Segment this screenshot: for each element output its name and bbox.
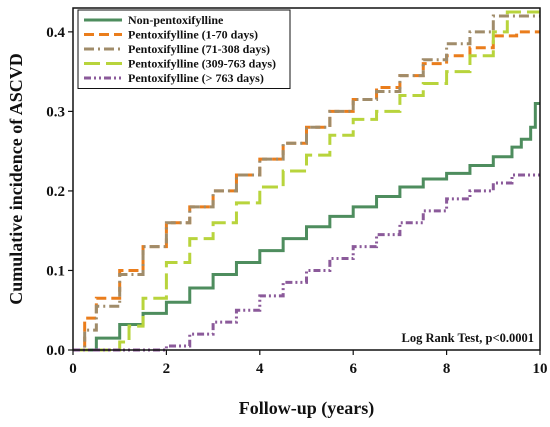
x-tick-label: 0 — [69, 361, 77, 377]
series-line — [73, 101, 540, 352]
x-tick-label: 2 — [163, 361, 171, 377]
y-tick-label: 0.4 — [46, 25, 65, 41]
x-axis-label: Follow-up (years) — [239, 398, 374, 419]
log-rank-annotation: Log Rank Test, p<0.0001 — [401, 331, 534, 345]
series-line — [73, 14, 540, 352]
series-line — [73, 10, 540, 352]
legend-entry-label: Pentoxifylline (> 763 days) — [128, 71, 264, 85]
x-tick-label: 10 — [533, 361, 548, 377]
x-tick-label: 4 — [256, 361, 264, 377]
legend-entry-label: Pentoxifylline (71-308 days) — [128, 42, 270, 56]
legend-entry-label: Pentoxifylline (1-70 days) — [128, 28, 258, 42]
plot-lines — [73, 10, 540, 352]
y-tick-label: 0.2 — [46, 184, 65, 200]
x-tick-label: 6 — [349, 361, 357, 377]
y-tick-label: 0.3 — [46, 104, 65, 120]
y-axis-label: Cumulative incidence of ASCVD — [6, 53, 26, 305]
x-tick-label: 8 — [443, 361, 451, 377]
y-tick-label: 0.0 — [46, 343, 65, 359]
y-axis: 0.0 0.1 0.2 0.3 0.4 — [46, 25, 73, 359]
x-axis: 0 2 4 6 8 10 — [69, 350, 548, 377]
y-tick-label: 0.1 — [46, 263, 65, 279]
legend-entry-label: Non-pentoxifylline — [128, 13, 224, 27]
legend-entry-label: Pentoxifylline (309-763 days) — [128, 57, 276, 71]
plot-frame — [72, 7, 541, 351]
